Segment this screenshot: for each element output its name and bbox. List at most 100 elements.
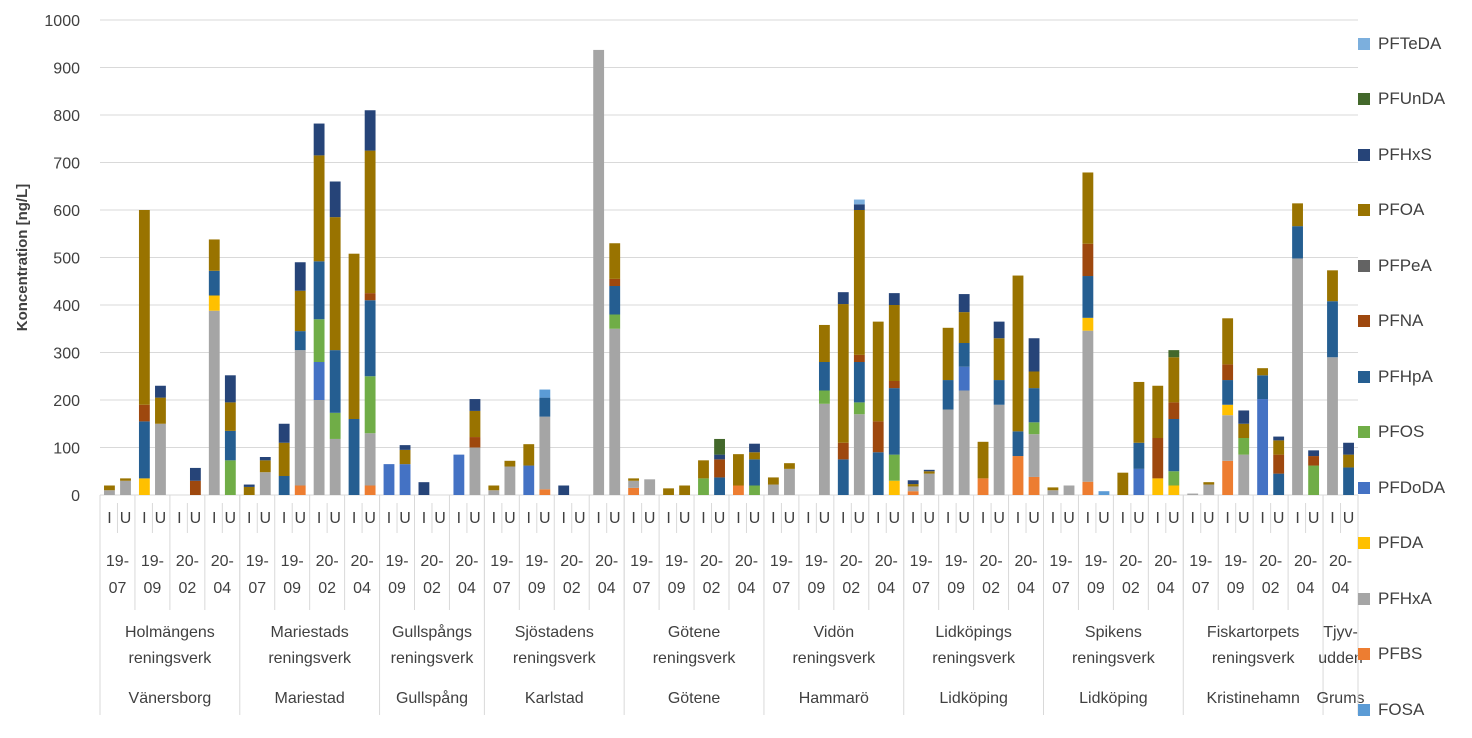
x-date-label: 20- (1259, 553, 1282, 570)
bar-segment-pfdoda (383, 464, 395, 495)
x-date-label: 04 (1017, 580, 1035, 597)
bar-segment-pfdoda (313, 362, 325, 400)
bar-segment-pfdoda (958, 366, 970, 391)
bar-segment-pfhxa (488, 490, 500, 495)
bar-segment-pfna (853, 354, 865, 362)
bar-segment-pfna (1222, 364, 1234, 381)
x-date-label: 07 (633, 580, 651, 597)
x-sub-label: U (784, 510, 796, 527)
legend-label: PFOS (1378, 422, 1425, 442)
stacked-bar-chart: 0 100 200 300 400 500 600 700 800 900 1000 Koncentr… (14, 13, 1365, 715)
bar-segment-pfoa (120, 478, 131, 481)
x-date-label: 19- (805, 553, 828, 570)
bar-segment-pfoa (243, 486, 255, 495)
legend-swatch (1358, 259, 1370, 272)
x-sub-label: U (1308, 510, 1320, 527)
bar-segment-pfoa (767, 477, 779, 485)
bar-segment-pfhxs (749, 443, 760, 453)
bar-segment-pfhxa (767, 484, 779, 495)
x-plant-label: reningsverk (129, 650, 213, 667)
x-sub-label: U (434, 510, 446, 527)
bar-segment-fosa (1098, 491, 1110, 495)
bar-segment-pfhxs (259, 457, 271, 461)
bar-segment-pfhxa (628, 480, 640, 488)
x-date-label: 19- (945, 553, 968, 570)
bar-segment-pfhxa (784, 468, 795, 495)
x-sub-label: U (469, 510, 481, 527)
bar-segment-pfhxa (609, 328, 621, 495)
bar-segment-pfhxs (418, 482, 430, 495)
x-municipality-label: Karlstad (525, 690, 584, 707)
bar-segment-pfoa (1222, 318, 1234, 365)
x-date-label: 04 (877, 580, 895, 597)
x-date-label: 19- (1084, 553, 1107, 570)
legend-swatch (1358, 148, 1370, 161)
bar-segment-pfoa (208, 239, 220, 271)
bar-segment-pfhpa (138, 421, 150, 479)
bar-segment-pfhpa (609, 286, 621, 315)
x-plant-label: Gullspångs (392, 623, 472, 641)
y-tick-label: 0 (71, 488, 80, 505)
x-date-label: 04 (738, 580, 756, 597)
bar-segment-pfda (1168, 485, 1180, 495)
legend-swatch (1358, 592, 1370, 605)
x-municipality-label: Hammarö (799, 690, 869, 707)
bar-segment-pfhxs (1343, 442, 1354, 455)
bar-segment-pfhxs (923, 469, 935, 472)
legend-label: PFHxS (1378, 144, 1432, 164)
y-tick-label: 500 (53, 251, 80, 268)
bar-segment-pfhpa (853, 362, 865, 403)
x-date-label: 19- (106, 553, 129, 570)
x-plant-label: Spikens (1085, 624, 1142, 641)
x-date-label: 20- (351, 553, 374, 570)
bar-segment-pfhpa (348, 419, 360, 495)
bar-segment-pfoa (663, 488, 674, 495)
x-date-label: 20- (316, 553, 339, 570)
x-sub-label: I (736, 510, 740, 527)
bar-segment-pfos (224, 460, 236, 495)
bar-segment-pfdoda (1257, 399, 1269, 495)
y-tick-label: 600 (53, 203, 80, 220)
legend-item: FOSA (1358, 682, 1470, 738)
x-date-label: 20- (840, 553, 863, 570)
x-sub-label: U (364, 510, 376, 527)
bar-segment-pfos (888, 454, 900, 481)
bar-segment-pfhpa (872, 452, 884, 495)
bar-segment-pfhxs (469, 399, 481, 411)
x-sub-label: I (561, 510, 565, 527)
bar-segment-pfdoda (523, 465, 535, 495)
bar-segment-pfbs (977, 478, 989, 495)
x-sub-label: I (1156, 510, 1160, 527)
x-sub-label: U (958, 510, 970, 527)
bar-segment-pfos (609, 314, 621, 329)
bar-segment-pfhpa (224, 430, 236, 461)
bar-segment-pfoa (749, 452, 760, 460)
bar-segment-pfoa (104, 485, 115, 491)
bar-segment-pfos (698, 478, 709, 495)
legend-swatch (1358, 703, 1370, 716)
bar-segment-pfoa (364, 150, 376, 294)
x-sub-label: I (1295, 510, 1299, 527)
bar-segment-pfoa (1327, 270, 1338, 302)
x-date-label: 02 (423, 580, 441, 597)
x-date-label: 02 (178, 580, 196, 597)
x-sub-label: I (107, 510, 111, 527)
legend-label: PFOA (1378, 200, 1425, 220)
x-sub-label: U (679, 510, 691, 527)
bar-segment-pfoa (1152, 385, 1164, 438)
x-date-label: 07 (109, 580, 127, 597)
bar-segment-pfhxs (837, 292, 849, 305)
x-sub-label: U (889, 510, 901, 527)
bar-segment-pfhxa (364, 433, 376, 486)
bar-segment-pfhxa (539, 416, 551, 490)
bar-segment-pfna (1082, 243, 1094, 277)
bar-segment-pfoa (259, 460, 271, 473)
x-date-label: 20- (595, 553, 618, 570)
bar-segment-pfos (329, 412, 341, 439)
x-plant-label: udden (1318, 650, 1363, 667)
bar-segment-pfoa (698, 460, 709, 479)
x-date-label: 19- (490, 553, 513, 570)
bar-segment-pfbs (907, 491, 919, 495)
bar-segment-pfhxa (313, 400, 325, 495)
legend-label: PFNA (1378, 311, 1424, 331)
